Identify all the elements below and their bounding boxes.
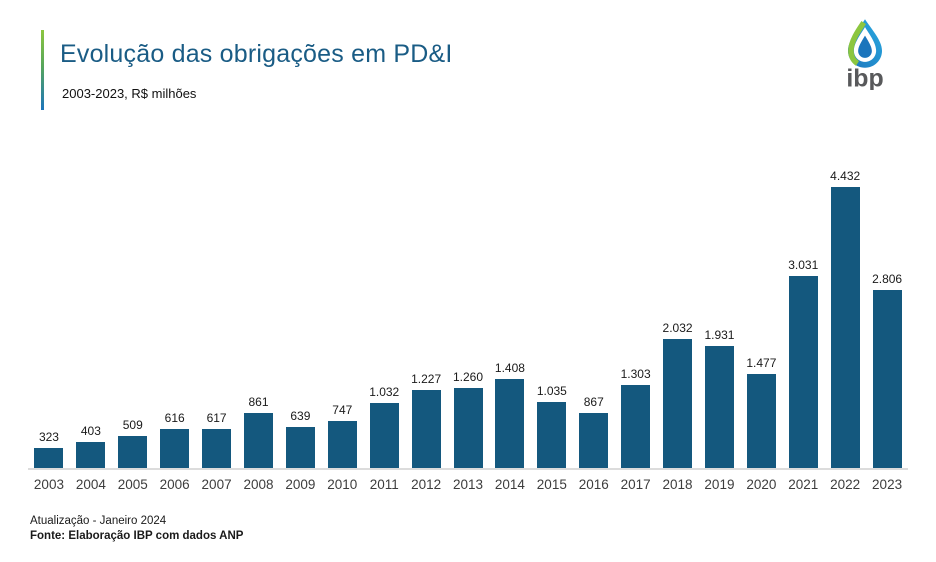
bar — [34, 448, 64, 468]
year-label: 2011 — [369, 477, 399, 492]
bar-value-label: 509 — [122, 418, 143, 432]
bar — [579, 413, 609, 468]
bar-column: 2.032 — [657, 321, 699, 468]
bar-value-label: 2.032 — [662, 321, 693, 335]
bar-column: 323 — [28, 430, 70, 468]
year-label: 2019 — [704, 477, 735, 492]
year-label: 2005 — [117, 477, 148, 492]
bar — [76, 442, 106, 468]
bar-column: 1.227 — [405, 372, 447, 468]
bar-column: 2.806 — [866, 272, 908, 468]
year-label: 2008 — [243, 477, 274, 492]
bar-column: 3.031 — [782, 258, 824, 468]
year-label: 2007 — [201, 477, 232, 492]
bar — [411, 390, 441, 468]
chart-years: 2003 2004 2005 2006 2007 2008 2009 2010 2011 2012… — [28, 477, 908, 492]
bar-column: 1.477 — [740, 356, 782, 468]
bar-value-label: 1.408 — [494, 361, 525, 375]
page-title: Evolução das obrigações em PD&I — [60, 40, 453, 68]
bar-column: 639 — [279, 409, 321, 468]
bar-column: 861 — [238, 395, 280, 468]
chart-plot: 323 403 509 616 617 861 639 747 1.032 1.227 1.260 1… — [28, 166, 908, 468]
bar-value-label: 1.035 — [536, 384, 567, 398]
year-label: 2017 — [620, 477, 651, 492]
year-label: 2022 — [830, 477, 861, 492]
bar-column: 1.260 — [447, 370, 489, 468]
bar-value-label: 1.931 — [704, 328, 735, 342]
bar-value-label: 1.227 — [411, 372, 442, 386]
bar-value-label: 4.432 — [830, 169, 861, 183]
year-label: 2009 — [285, 477, 316, 492]
bar — [830, 187, 860, 468]
year-label: 2015 — [536, 477, 567, 492]
bar-column: 509 — [112, 418, 154, 468]
bar-value-label: 1.303 — [620, 367, 651, 381]
bar-value-label: 403 — [80, 424, 101, 438]
bar-column: 616 — [154, 411, 196, 468]
bar-column: 867 — [573, 395, 615, 468]
bar-column: 617 — [196, 411, 238, 468]
update-note: Atualização - Janeiro 2024 — [30, 515, 167, 527]
bar-value-label: 617 — [206, 411, 227, 425]
water-drop-icon — [847, 19, 883, 68]
bar — [663, 339, 693, 468]
bar-column: 1.408 — [489, 361, 531, 468]
bar-column: 4.432 — [824, 169, 866, 468]
bar — [202, 429, 232, 468]
bar-column: 403 — [70, 424, 112, 468]
bar-column: 747 — [321, 403, 363, 468]
year-label: 2004 — [75, 477, 106, 492]
bar — [746, 374, 776, 468]
year-label: 2006 — [159, 477, 190, 492]
bar-value-label: 1.260 — [453, 370, 484, 384]
year-label: 2021 — [788, 477, 819, 492]
bar-value-label: 2.806 — [872, 272, 903, 286]
bar — [160, 429, 190, 468]
bar-column: 1.032 — [363, 385, 405, 468]
bar — [537, 402, 567, 468]
year-label: 2023 — [872, 477, 903, 492]
ibp-logo-text: ibp — [846, 65, 883, 90]
ibp-logo: ibp — [846, 19, 884, 90]
bar-column: 1.035 — [531, 384, 573, 468]
bar — [369, 403, 399, 468]
bar-value-label: 3.031 — [788, 258, 819, 272]
year-label: 2014 — [494, 477, 525, 492]
bar — [495, 379, 525, 468]
year-label: 2016 — [578, 477, 609, 492]
year-label: 2020 — [746, 477, 777, 492]
footer-notes: Atualização - Janeiro 2024 Fonte: Elabor… — [30, 514, 243, 544]
year-label: 2003 — [33, 477, 64, 492]
year-label: 2013 — [452, 477, 484, 492]
bar-value-label: 861 — [248, 395, 269, 409]
bar-value-label: 747 — [332, 403, 353, 417]
source-note: Fonte: Elaboração IBP com dados ANP — [30, 530, 244, 542]
bar — [285, 427, 315, 468]
bar — [243, 413, 273, 468]
bar — [118, 436, 148, 468]
bar-chart: 323 403 509 616 617 861 639 747 1.032 1.227 1.260 1… — [28, 166, 908, 492]
chart-axis-line — [28, 468, 908, 470]
bar-value-label: 616 — [164, 411, 185, 425]
bar-column: 1.303 — [615, 367, 657, 468]
bar — [872, 290, 902, 468]
bar-value-label: 639 — [290, 409, 311, 423]
bar-value-label: 867 — [583, 395, 604, 409]
bar-value-label: 1.032 — [369, 385, 400, 399]
bar-value-label: 1.477 — [746, 356, 777, 370]
bar-column: 1.931 — [699, 328, 741, 468]
bar — [453, 388, 483, 468]
bar — [788, 276, 818, 468]
page-subtitle: 2003-2023, R$ milhões — [62, 86, 197, 101]
bar — [327, 421, 357, 468]
bar-value-label: 323 — [38, 430, 59, 444]
year-label: 2012 — [411, 477, 442, 492]
year-label: 2010 — [327, 477, 358, 492]
year-label: 2018 — [662, 477, 693, 492]
title-accent-bar — [41, 30, 44, 110]
bar — [621, 385, 651, 468]
bar — [704, 346, 734, 468]
